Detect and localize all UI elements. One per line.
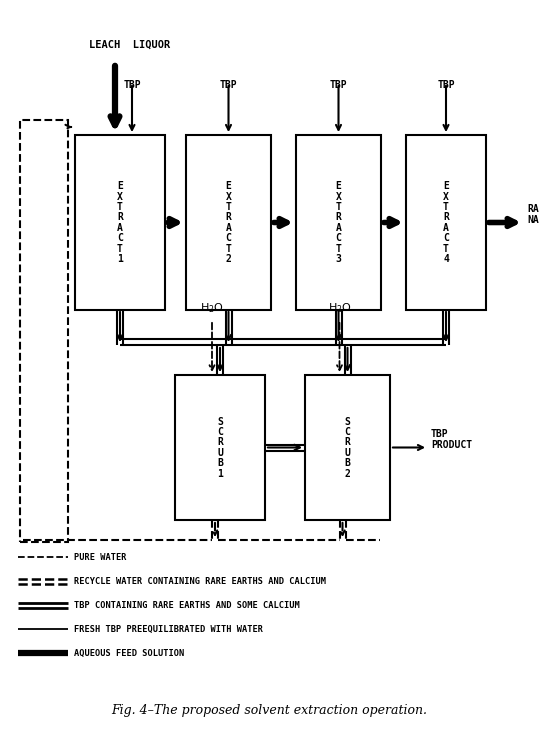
Text: E
X
T
R
A
C
T
3: E X T R A C T 3 [336,181,341,264]
Text: TBP CONTAINING RARE EARTHS AND SOME CALCIUM: TBP CONTAINING RARE EARTHS AND SOME CALC… [74,600,300,609]
Bar [175,375,265,520]
Text: S
C
R
U
B
2: S C R U B 2 [344,417,350,478]
Text: S
C
R
U
B
1: S C R U B 1 [217,417,223,478]
Text: TBP: TBP [123,80,141,90]
Text: RECYCLE WATER CONTAINING RARE EARTHS AND CALCIUM: RECYCLE WATER CONTAINING RARE EARTHS AND… [74,576,326,586]
Text: TBP: TBP [220,80,237,90]
Bar [406,135,486,310]
Text: TBP: TBP [330,80,347,90]
Text: FRESH TBP PREEQUILIBRATED WITH WATER: FRESH TBP PREEQUILIBRATED WITH WATER [74,625,263,634]
Text: TBP
PRODUCT: TBP PRODUCT [431,429,472,450]
Text: E
X
T
R
A
C
T
1: E X T R A C T 1 [117,181,123,264]
Bar [20,120,68,542]
Text: TBP: TBP [437,80,455,90]
Text: $\mathsf{H_2O}$: $\mathsf{H_2O}$ [200,301,224,315]
Bar [305,375,390,520]
Text: RAFFI-
NATE: RAFFI- NATE [527,204,539,225]
Bar [186,135,271,310]
Text: $\mathsf{H_2O}$: $\mathsf{H_2O}$ [328,301,351,315]
Text: AQUEOUS FEED SOLUTION: AQUEOUS FEED SOLUTION [74,648,184,658]
Bar [296,135,381,310]
Text: PURE WATER: PURE WATER [74,553,127,562]
Bar [75,135,165,310]
Text: E
X
T
R
A
C
T
2: E X T R A C T 2 [225,181,231,264]
Text: Fig. 4–The proposed solvent extraction operation.: Fig. 4–The proposed solvent extraction o… [112,704,427,717]
Text: LEACH  LIQUOR: LEACH LIQUOR [89,40,171,50]
Text: E
X
T
R
A
C
T
4: E X T R A C T 4 [443,181,449,264]
